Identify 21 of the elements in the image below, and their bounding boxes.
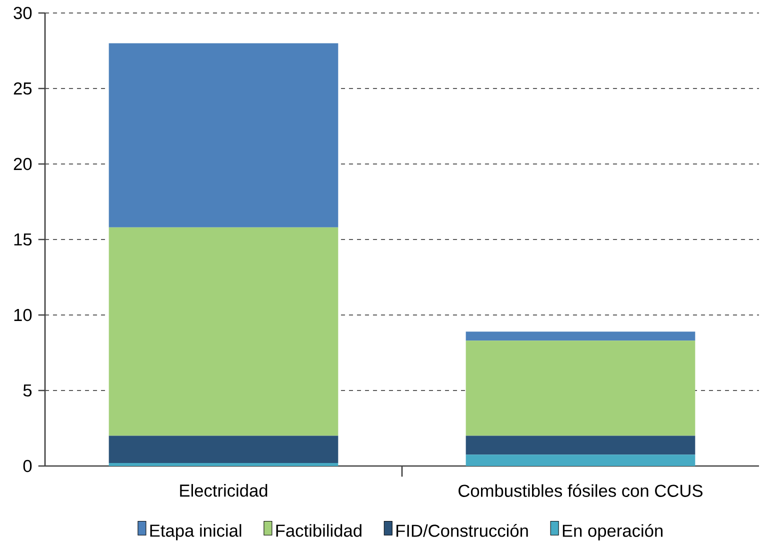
y-tick-label: 15 [14,233,32,246]
bar [466,454,696,466]
bar [466,436,696,455]
bar [108,227,338,436]
y-tick-label: 10 [14,308,32,322]
legend-label: En operación [562,524,662,540]
legend-label: FID/Construcción [396,524,528,537]
bar [108,43,338,228]
bar [466,340,696,436]
x-tick-label: Combustibles fósiles con CCUS [458,484,702,497]
x-tick-label: Electricidad [180,484,268,497]
bar [108,462,338,466]
legend-label: Factibilidad [276,524,362,537]
y-tick-label: 0 [23,460,32,472]
legend-label: Etapa inicial [150,524,242,540]
y-tick-label: 5 [23,384,32,397]
bar [108,436,338,463]
y-tick-label: 20 [14,158,32,170]
bar [466,332,696,341]
y-tick-label: 25 [14,82,32,95]
y-tick-label: 30 [14,6,32,20]
